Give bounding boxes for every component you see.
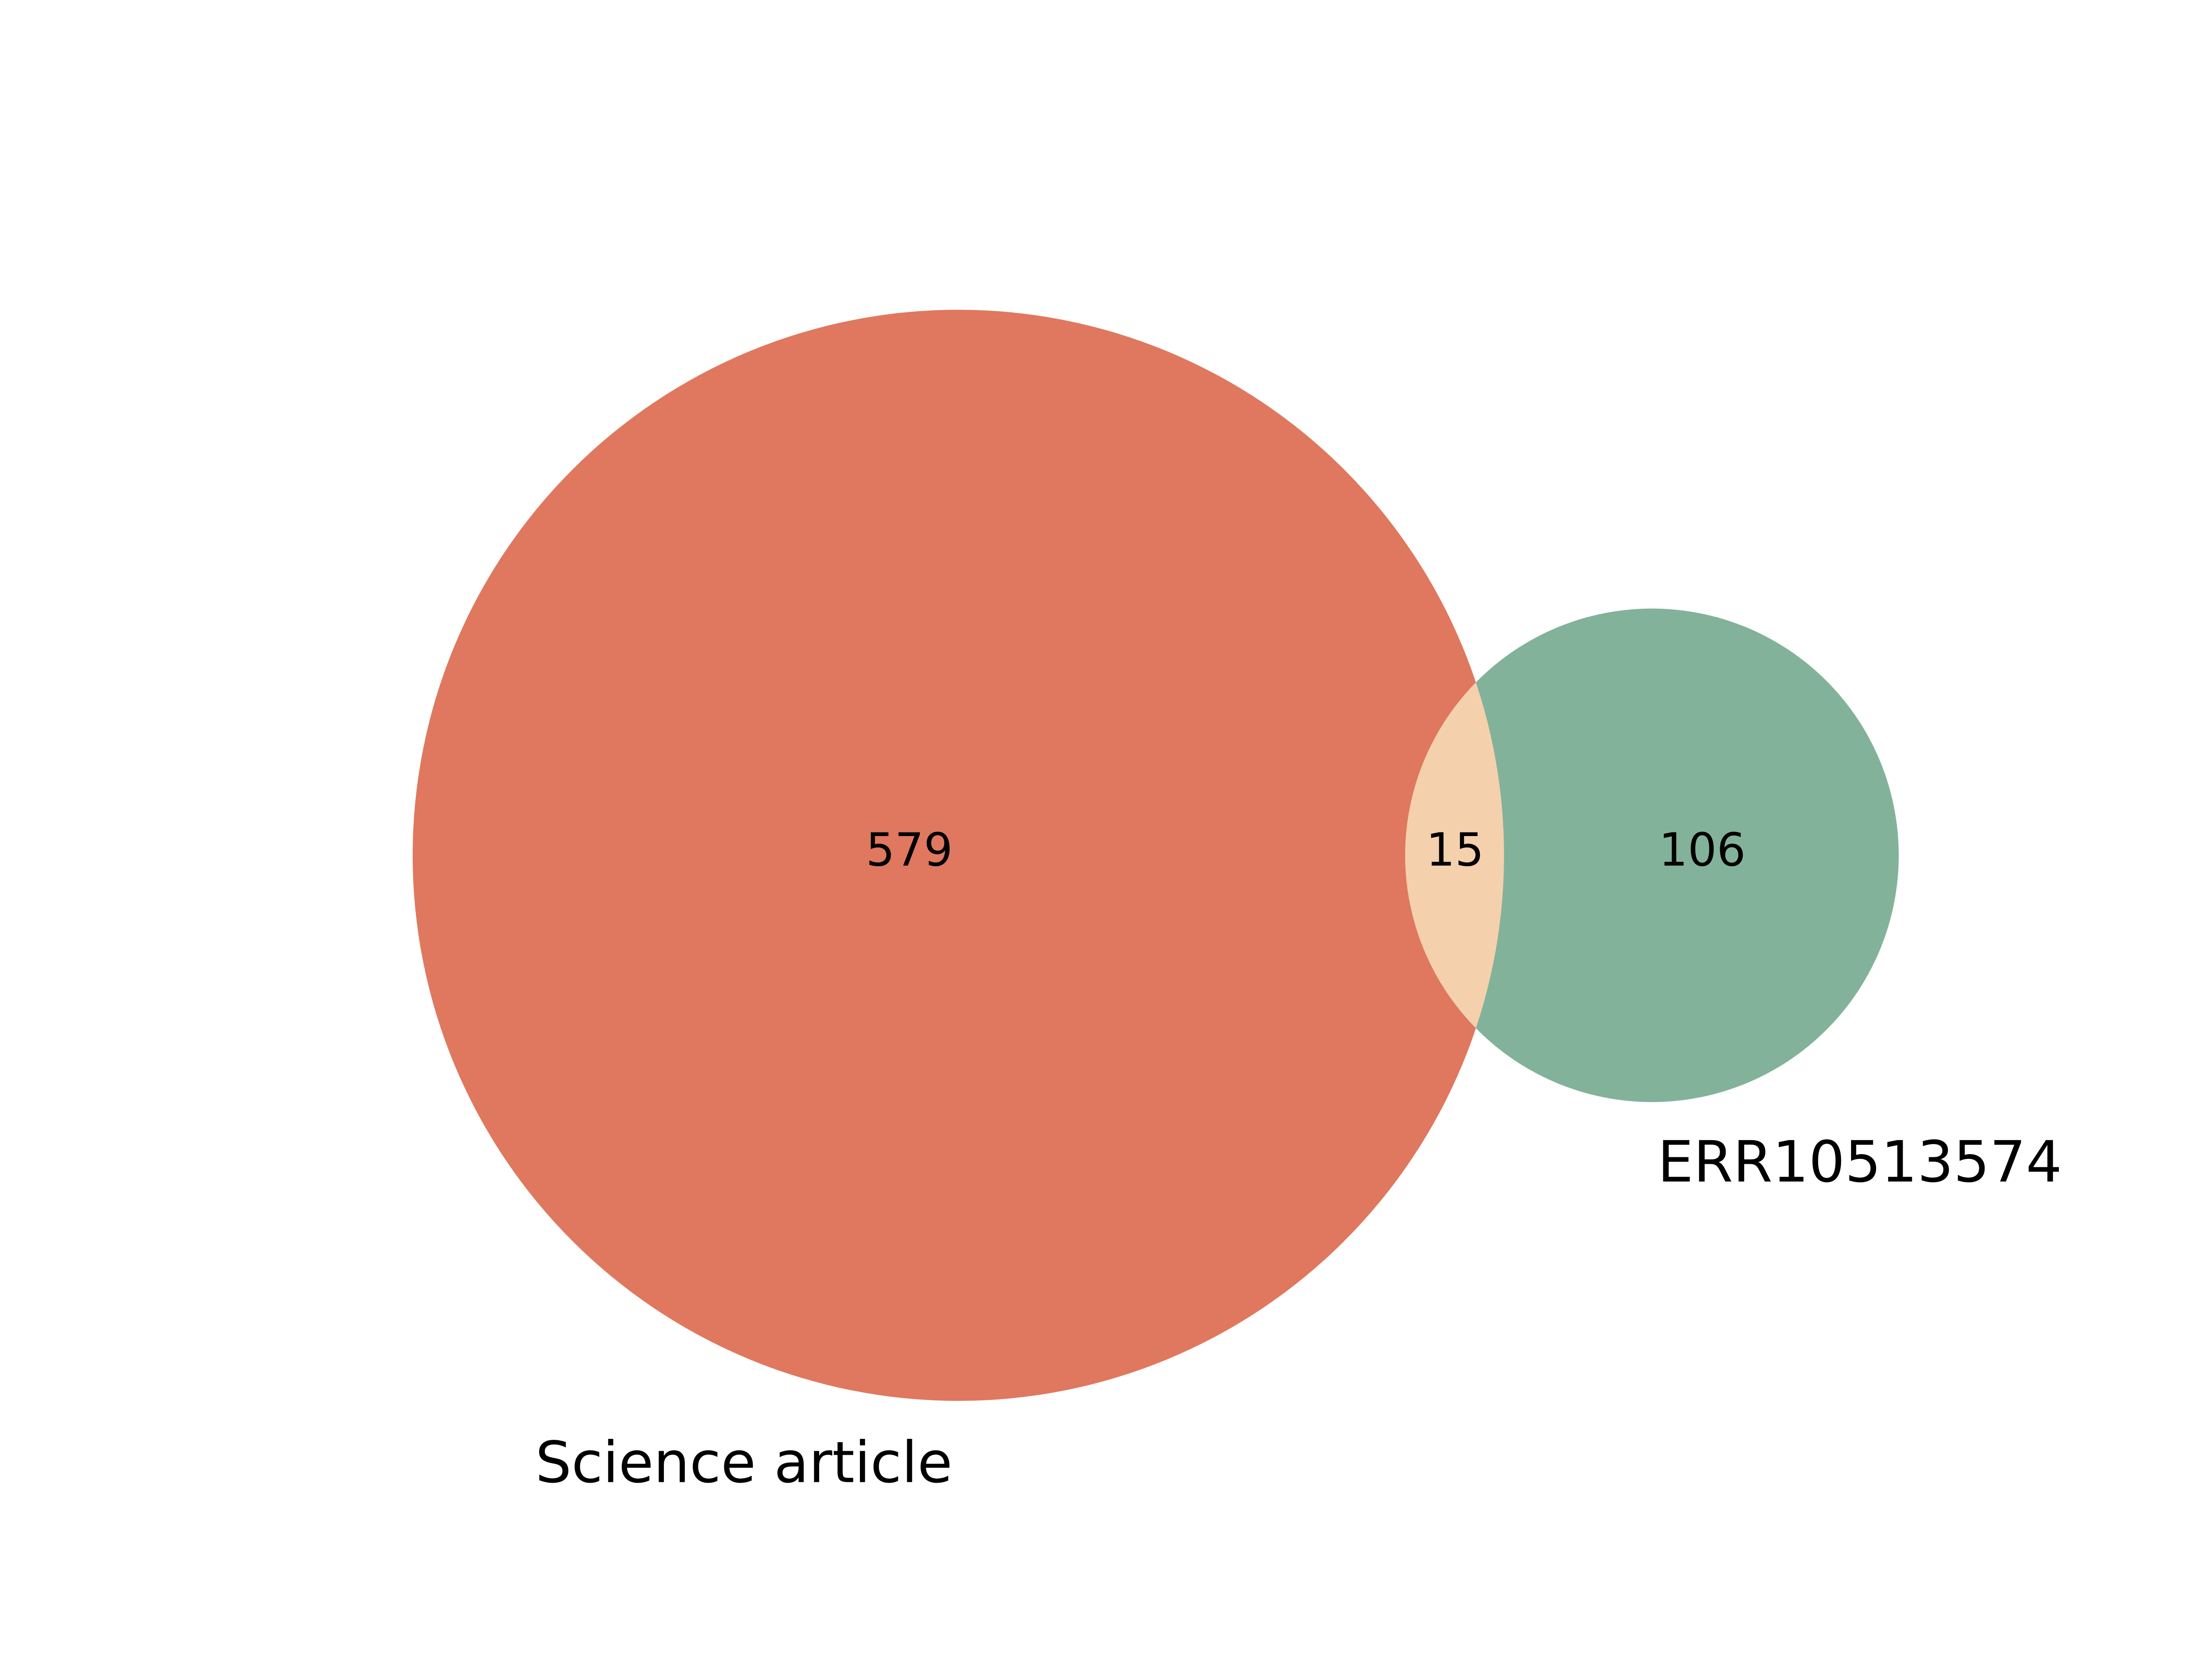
intersection-count: 15 (1426, 823, 1484, 876)
set-b-circle (1405, 609, 1899, 1102)
set-a-only-count: 579 (866, 823, 953, 876)
set-b-only-count: 106 (1659, 823, 1746, 876)
set-a-label: Science article (535, 1429, 952, 1496)
set-b-label: ERR10513574 (1658, 1129, 2062, 1195)
set-a-circle (413, 310, 1504, 1401)
